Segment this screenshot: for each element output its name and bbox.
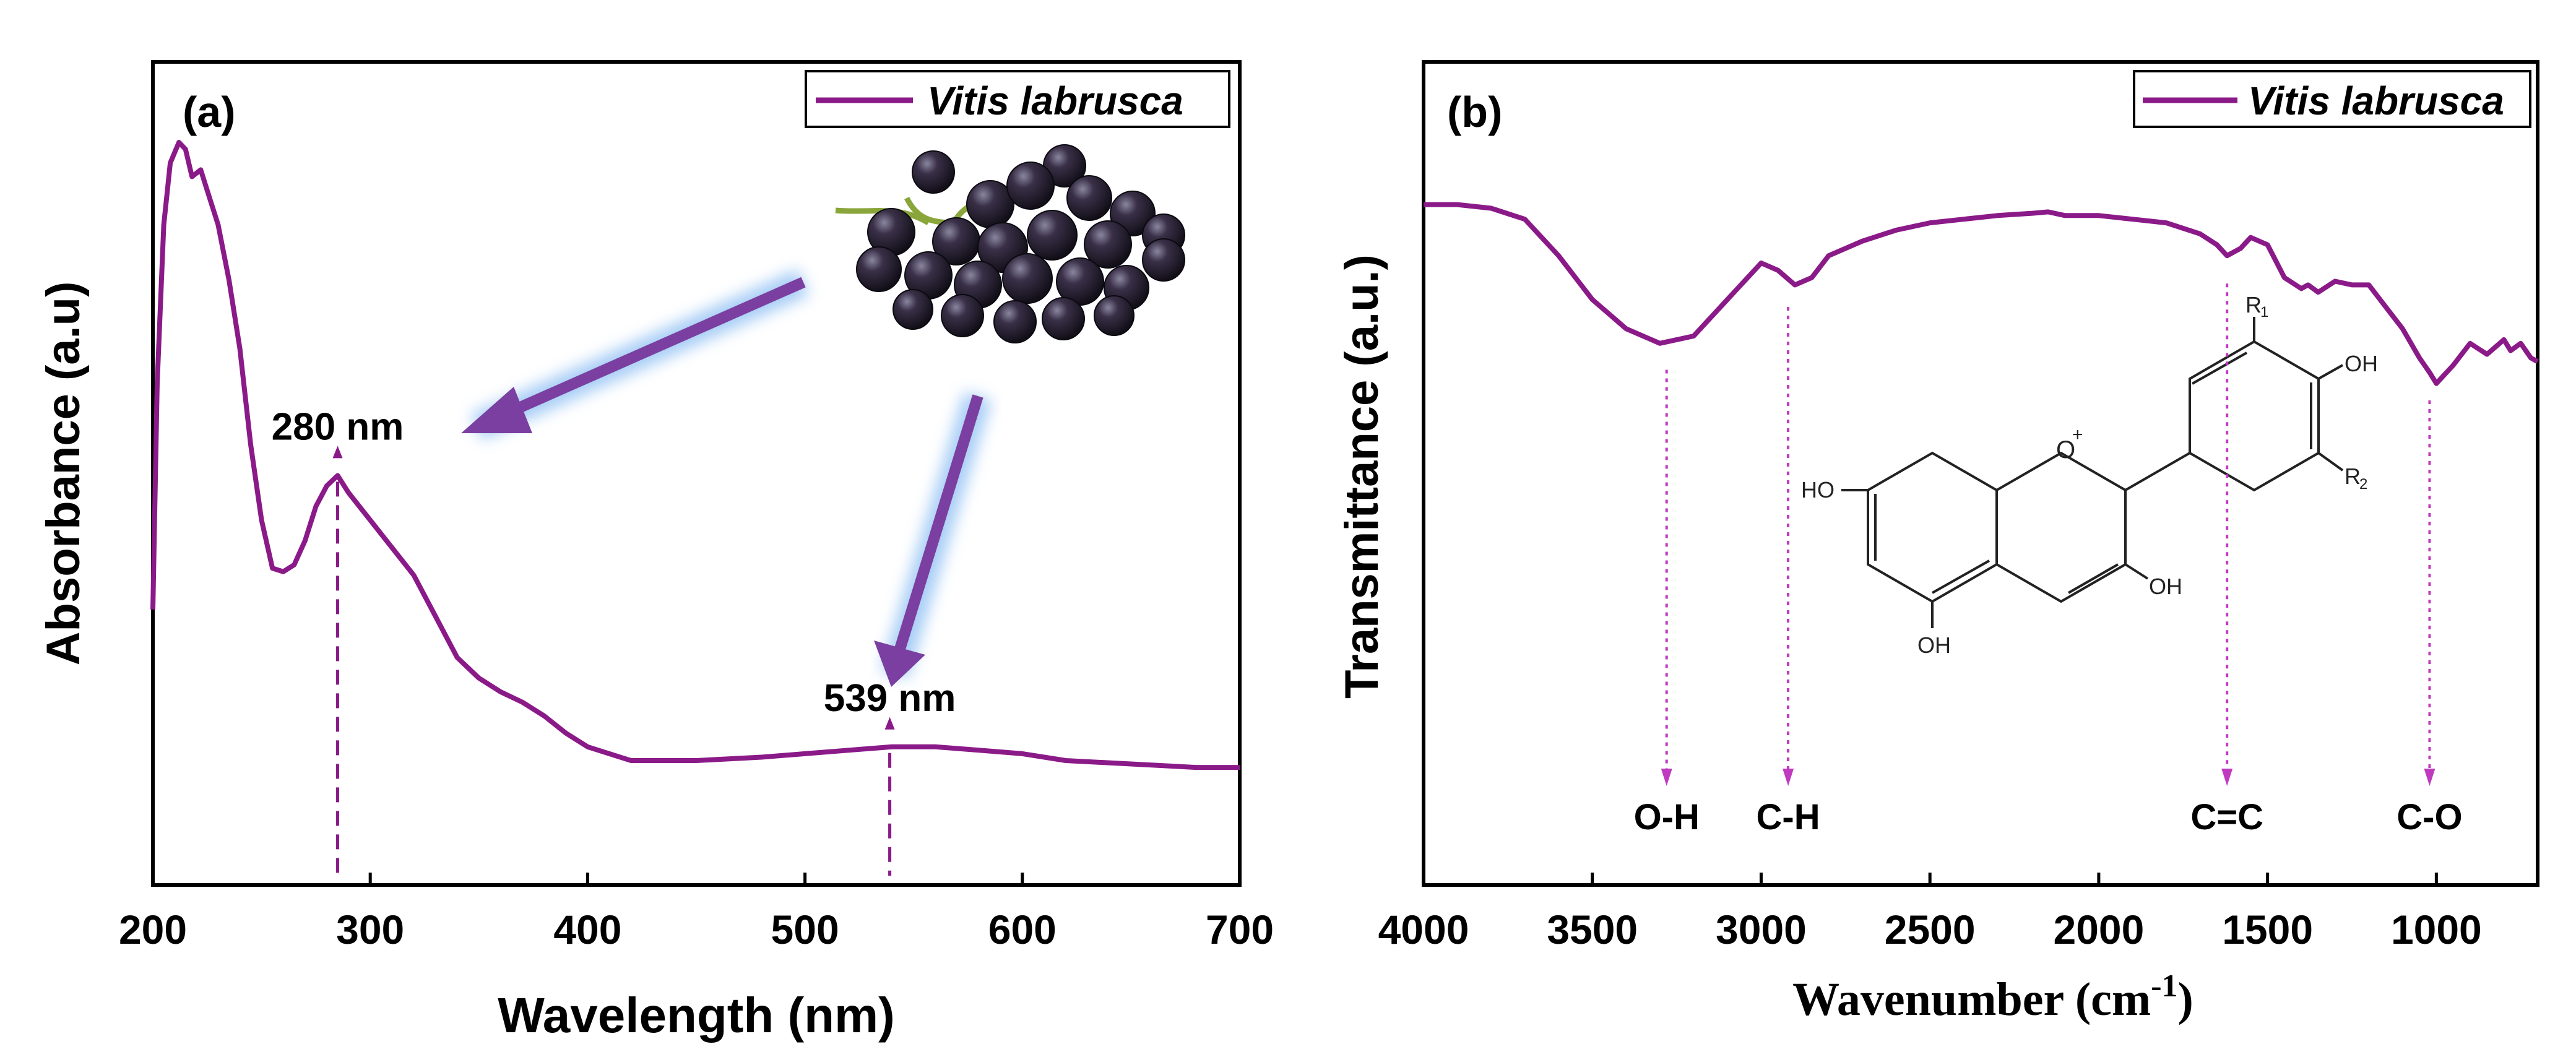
x-tick-label-a-0: 200 bbox=[119, 907, 187, 952]
x-tick-label-b-0: 4000 bbox=[1378, 907, 1469, 952]
grape-cluster-icon bbox=[835, 144, 1185, 343]
x-tick-label-a-1: 300 bbox=[336, 907, 404, 952]
x-axis-title-a: Wavelength (nm) bbox=[498, 988, 894, 1043]
legend-b: Vitis labrusca bbox=[2133, 70, 2531, 128]
legend-label-b: Vitis labrusca bbox=[2248, 79, 2504, 123]
structure-labels: HO OH OH O + OH R 1 R 2 bbox=[1801, 292, 2378, 658]
band-arrowhead-0 bbox=[1661, 769, 1672, 786]
legend-a: Vitis labrusca bbox=[805, 70, 1230, 128]
y-axis-title-b: Transmittance (a.u.) bbox=[1336, 254, 1388, 699]
band-label-2: C=C bbox=[2190, 797, 2263, 837]
x-axis-title-b: Wavenumber (cm-1) bbox=[1792, 969, 2193, 1025]
structure-label-oh-3: OH bbox=[2149, 574, 2182, 599]
structure-label-oxygen: O bbox=[2056, 436, 2075, 464]
band-label-0: O-H bbox=[1634, 797, 1700, 837]
x-axis-ticks-b bbox=[1422, 873, 2438, 885]
peak-marker-0 bbox=[332, 446, 343, 459]
legend-label-a: Vitis labrusca bbox=[927, 79, 1183, 123]
y-axis-title-a: Absorbance (a.u) bbox=[37, 282, 90, 666]
x-tick-label-b-1: 3500 bbox=[1547, 907, 1638, 952]
x-tick-label-a-2: 400 bbox=[553, 907, 621, 952]
x-tick-label-a-5: 700 bbox=[1206, 907, 1274, 952]
x-tick-label-a-4: 600 bbox=[988, 907, 1057, 952]
peak-marker-1 bbox=[884, 717, 895, 730]
band-markers-b: O-H C-H C=C C-O bbox=[1634, 283, 2463, 837]
series-line-a bbox=[150, 140, 1240, 770]
x-axis-tick-labels-a: 200 300 400 500 600 700 bbox=[119, 907, 1274, 952]
panel-label-b: (b) bbox=[1447, 88, 1502, 136]
structure-label-r2-sub: 2 bbox=[2359, 476, 2367, 493]
x-tick-label-a-3: 500 bbox=[771, 907, 839, 952]
arrow-to-539 bbox=[874, 392, 992, 687]
structure-label-r2: R bbox=[2345, 464, 2361, 489]
series-path-b bbox=[1424, 202, 2539, 386]
x-tick-label-b-6: 1000 bbox=[2391, 907, 2482, 952]
x-tick-label-b-5: 1500 bbox=[2222, 907, 2313, 952]
anthocyanin-structure bbox=[1841, 317, 2344, 628]
structure-label-ho-7: HO bbox=[1801, 477, 1835, 503]
peak-label-0: 280 nm bbox=[272, 405, 404, 448]
plot-frame-b bbox=[1422, 60, 2539, 887]
x-tick-label-b-4: 2000 bbox=[2053, 907, 2144, 952]
structure-label-r1-sub: 1 bbox=[2260, 304, 2268, 321]
band-label-3: C-O bbox=[2397, 797, 2462, 837]
band-arrowhead-3 bbox=[2424, 769, 2436, 786]
band-arrowhead-2 bbox=[2221, 769, 2233, 786]
structure-label-oh-para: OH bbox=[2345, 351, 2378, 376]
structure-label-oh-5: OH bbox=[1917, 632, 1951, 658]
x-axis-ticks-a bbox=[151, 873, 1242, 885]
band-label-1: C-H bbox=[1757, 797, 1820, 837]
peak-annotations-a: 280 nm 539 nm bbox=[272, 405, 956, 876]
panel-a: 200 300 400 500 600 700 (a) Vitis labrusca bbox=[37, 60, 1274, 1043]
structure-label-r1: R bbox=[2245, 292, 2262, 317]
series-path-a bbox=[150, 140, 1240, 770]
peak-label-1: 539 nm bbox=[824, 677, 956, 720]
x-axis-tick-labels-b: 4000 3500 3000 2500 2000 1500 1000 bbox=[1378, 907, 2482, 952]
structure-label-charge: + bbox=[2072, 425, 2083, 445]
band-arrowhead-1 bbox=[1783, 769, 1794, 786]
series-line-b bbox=[1424, 202, 2539, 386]
x-tick-label-b-2: 3000 bbox=[1716, 907, 1807, 952]
plot-frame-a bbox=[151, 60, 1242, 887]
panel-label-a: (a) bbox=[183, 88, 236, 136]
panel-b: 4000 3500 3000 2500 2000 1500 1000 (b) Vitis l… bbox=[1336, 60, 2539, 1025]
arrow-to-280 bbox=[461, 269, 810, 441]
x-tick-label-b-3: 2500 bbox=[1885, 907, 1976, 952]
